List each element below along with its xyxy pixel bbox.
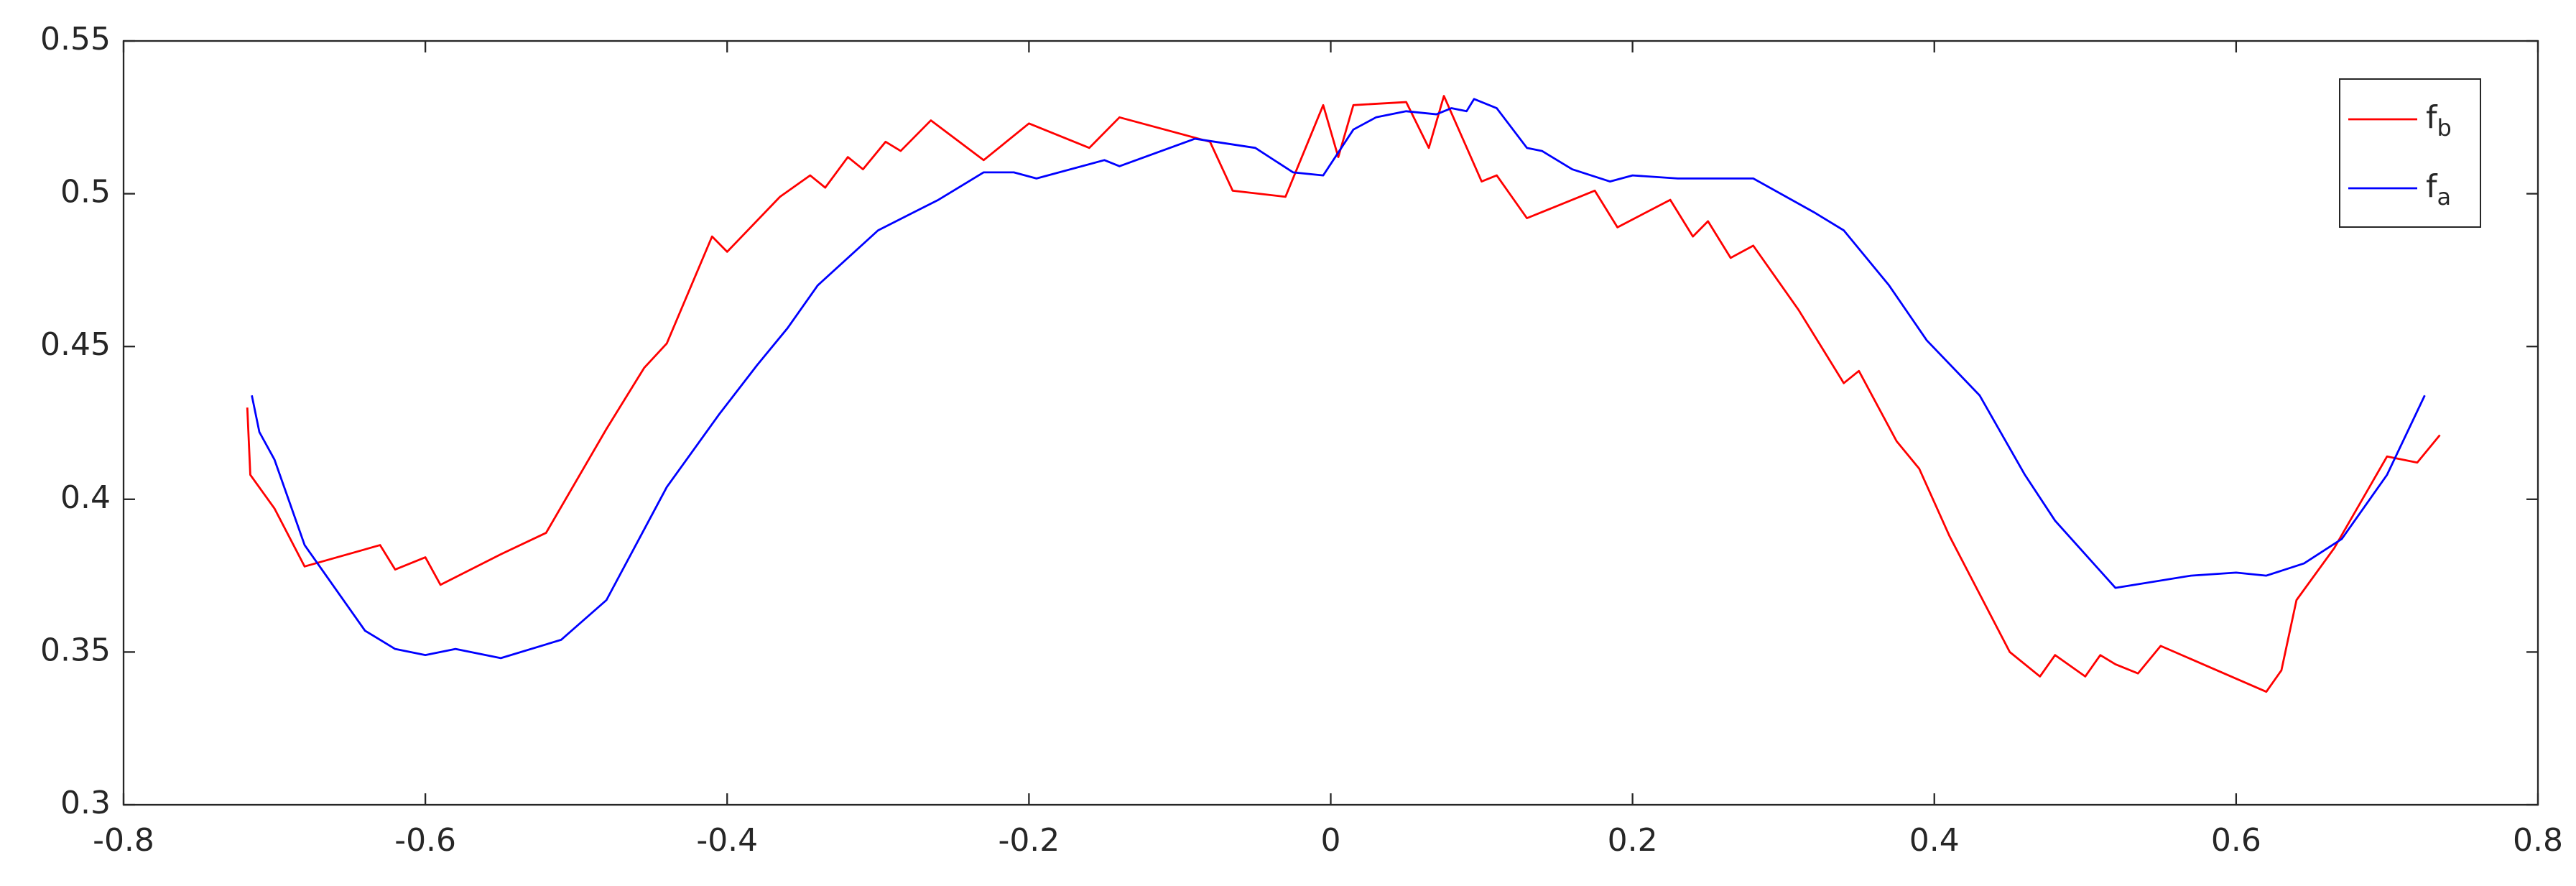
- line-series: [246, 95, 2441, 693]
- y-tick-label: 0.35: [40, 632, 111, 668]
- y-tick-label: 0.3: [60, 785, 111, 821]
- legend-label: fb: [2426, 99, 2452, 142]
- y-tick-label: 0.55: [40, 21, 111, 57]
- x-tick-label: 0.6: [2211, 822, 2261, 859]
- legend-label-base: f: [2426, 99, 2438, 136]
- x-tick-label: -0.6: [394, 822, 456, 859]
- x-tick-label: 0.4: [1909, 822, 1960, 859]
- line-series: [251, 98, 2426, 660]
- x-tick-label: 0.8: [2513, 822, 2563, 859]
- x-tick-label: -0.4: [696, 822, 758, 859]
- legend-label-subscript: a: [2437, 183, 2452, 211]
- y-tick-label: 0.45: [40, 326, 111, 363]
- x-tick-label: 0.2: [1608, 822, 1658, 859]
- legend-label-base: f: [2426, 168, 2438, 205]
- y-tick-label: 0.4: [60, 479, 111, 516]
- x-tick-label: -0.8: [93, 822, 154, 859]
- x-tick-label: -0.2: [998, 822, 1060, 859]
- y-tick-label: 0.5: [60, 174, 111, 211]
- x-tick-label: 0: [1321, 822, 1341, 859]
- legend-label: fa: [2426, 168, 2451, 211]
- legend-label-subscript: b: [2437, 114, 2452, 142]
- legend-box: [2339, 78, 2481, 228]
